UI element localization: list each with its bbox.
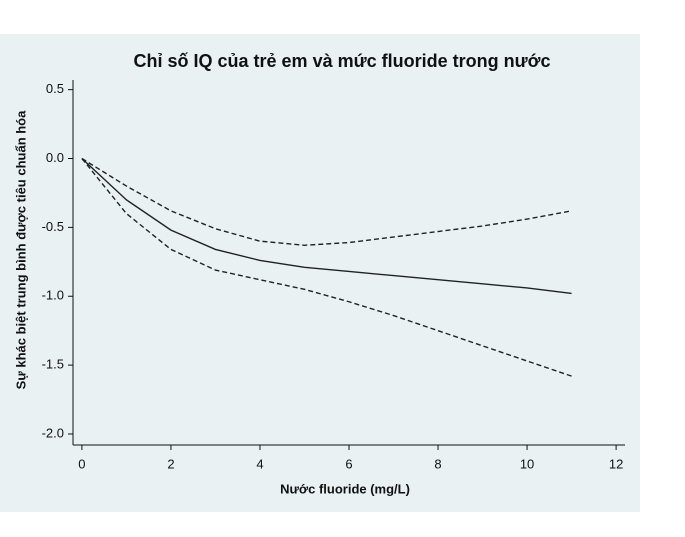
y-tick-label: -1.0 xyxy=(42,288,64,303)
data-line xyxy=(81,158,572,377)
x-tick-label: 12 xyxy=(609,456,623,471)
panel xyxy=(0,34,640,512)
chart-title: Chỉ số IQ của trẻ em và mức fluoride tro… xyxy=(134,51,551,71)
x-tick-label: 4 xyxy=(256,456,263,471)
x-tick-label: 6 xyxy=(345,456,352,471)
y-axis-label: Sự khác biệt trung bình được tiêu chuẩn … xyxy=(13,110,28,389)
y-tick-label: -1.5 xyxy=(42,357,64,372)
y-tick-label: 0.5 xyxy=(46,81,64,96)
x-tick-label: 10 xyxy=(520,456,534,471)
x-axis-label: Nước fluoride (mg/L) xyxy=(280,481,410,496)
x-tick-label: 8 xyxy=(434,456,441,471)
x-tick-label: 0 xyxy=(78,456,85,471)
data-line xyxy=(81,157,572,246)
y-tick-label: 0.0 xyxy=(46,150,64,165)
y-tick-label: -0.5 xyxy=(42,219,64,234)
x-tick-label: 2 xyxy=(167,456,174,471)
data-line xyxy=(81,157,572,295)
y-tick-label: -2.0 xyxy=(42,425,64,440)
